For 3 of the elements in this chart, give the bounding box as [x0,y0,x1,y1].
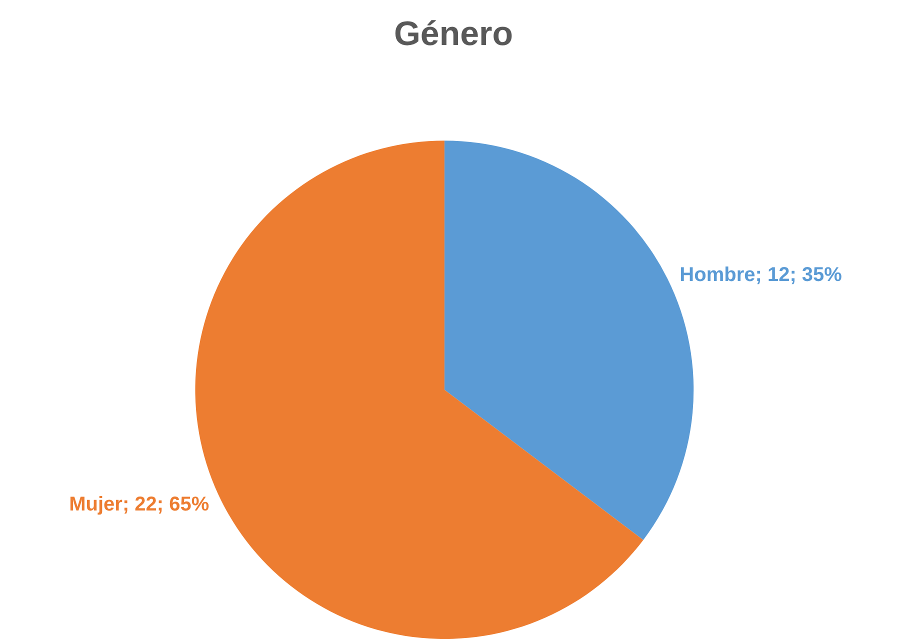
chart-title: Género [394,15,514,53]
slice-label: Mujer; 22; 65% [69,493,210,516]
slice-label: Hombre; 12; 35% [680,264,842,286]
